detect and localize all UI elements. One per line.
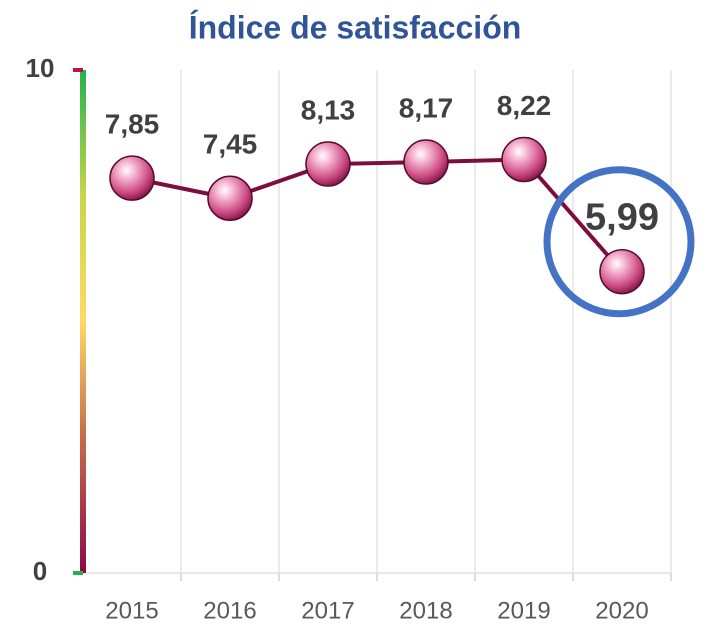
x-tick-label: 2016 — [203, 597, 256, 624]
marker — [109, 155, 155, 201]
marker — [403, 139, 449, 185]
x-tick-label: 2018 — [399, 597, 452, 624]
data-label: 7,85 — [105, 109, 160, 140]
x-tick-label: 2020 — [595, 597, 648, 624]
data-label: 5,99 — [585, 197, 659, 239]
y-tick-label: 0 — [33, 556, 47, 586]
data-label: 7,45 — [203, 129, 258, 160]
y-tick-label: 10 — [26, 53, 55, 83]
data-label: 8,22 — [497, 90, 552, 121]
marker — [501, 136, 547, 183]
x-tick-label: 2015 — [105, 597, 158, 624]
marker — [207, 175, 253, 222]
highlight-ring — [543, 166, 695, 318]
y-axis — [80, 70, 86, 573]
data-label: 8,13 — [301, 94, 356, 125]
marker — [305, 141, 351, 187]
marker — [599, 248, 645, 295]
x-tick-label: 2019 — [497, 597, 550, 624]
chart-title: Índice de satisfacción — [189, 9, 522, 45]
data-label: 8,17 — [399, 92, 454, 123]
x-tick-label: 2017 — [301, 597, 354, 624]
